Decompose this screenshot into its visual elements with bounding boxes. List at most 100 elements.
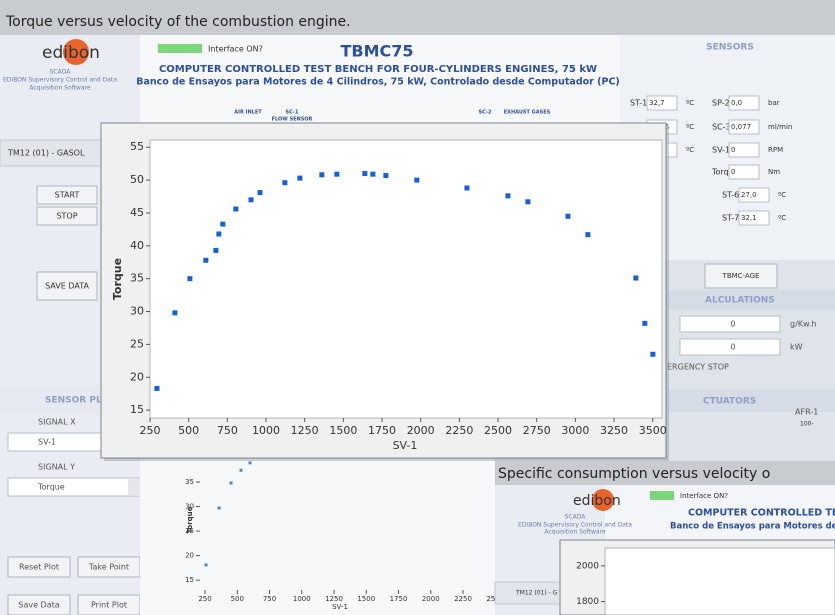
calc-box (679, 315, 781, 333)
x-tick-label: 3500 (639, 424, 667, 437)
calc-value: 0 (730, 320, 735, 329)
y-axis-label: Torque (111, 258, 124, 300)
sensor-unit: Nm (768, 168, 780, 176)
logo-circle (63, 39, 89, 65)
point (217, 506, 221, 510)
x-tick-label: 2000 (407, 424, 435, 437)
point (204, 563, 208, 567)
start-button[interactable] (36, 185, 98, 205)
signal-x-label: SIGNAL X (38, 418, 76, 427)
caption: Specific consumption versus velocity o (498, 466, 770, 482)
point (334, 171, 340, 177)
point (414, 177, 420, 183)
point (239, 468, 243, 472)
app-title: COMPUTER CONTROLLED TEST BENCH FOR FOUR-… (159, 64, 597, 75)
point (248, 461, 252, 465)
save-button[interactable] (36, 271, 98, 301)
point (383, 172, 389, 178)
calc-header (667, 290, 835, 310)
emergency-stop: ERGENCY STOP (667, 363, 729, 372)
point (362, 171, 368, 177)
diagram-label: SC-2 (479, 110, 492, 116)
button-label: Print Plot (91, 601, 127, 610)
x-tick-label: 1750 (390, 595, 408, 603)
point (505, 193, 511, 199)
x-tick-label: 1000 (293, 595, 311, 603)
y-tick-label: 30 (185, 503, 194, 511)
button-label: Save Data (18, 601, 59, 610)
x-tick-label: 500 (178, 424, 199, 437)
sensor-unit: ºC (778, 191, 786, 199)
x-tick-label: 750 (217, 424, 238, 437)
y-tick-label: 15 (130, 403, 144, 416)
x-tick-label: 2500 (484, 424, 512, 437)
app-subtitle: Banco de Ensayos para Motores de 4 Cilin… (136, 77, 620, 88)
model: TBMC75 (340, 42, 413, 61)
sensor-value: 32,7 (649, 99, 665, 107)
sensor-name: SV-1 (712, 146, 730, 155)
calc-box (679, 338, 781, 356)
x-tick-label: 3250 (600, 424, 628, 437)
x-axis-label: SV-1 (332, 603, 348, 611)
clip-chart: 1800 2000 (576, 561, 605, 607)
x-tick-label: 2000 (422, 595, 440, 603)
sensor-unit: ºC (686, 99, 694, 107)
point (282, 180, 288, 186)
point (233, 206, 239, 212)
calc-value: 0 (730, 343, 735, 352)
sensor-name: ST-7 (722, 214, 739, 223)
y-tick-label: 50 (130, 173, 144, 186)
sensor-value: 27,0 (741, 191, 757, 199)
interface-label: Interface ON? (208, 45, 263, 54)
y-tick-label: 1800 (576, 597, 599, 607)
sensor-name: Torque (711, 168, 739, 177)
sensor-unit: bar (768, 99, 780, 107)
x-tick-label: 250 (198, 595, 211, 603)
logo: edibon (42, 43, 100, 63)
point (203, 257, 209, 263)
point (585, 232, 591, 238)
age-button[interactable] (704, 263, 778, 289)
mini-plot-panel (140, 458, 495, 615)
calc-unit: g/Kw.h (790, 320, 816, 329)
y-tick-label: 30 (130, 305, 144, 318)
stop-button[interactable] (36, 206, 98, 226)
diagram-label: AIR INLET (234, 110, 262, 116)
plot-area (149, 139, 663, 419)
sensor-box (728, 119, 760, 135)
sensor-unit: RPM (768, 146, 783, 154)
point (525, 199, 531, 205)
point (187, 276, 193, 282)
dropdown-arrow[interactable] (128, 479, 141, 495)
sensor-value: 0 (731, 168, 735, 176)
caption-bar (0, 0, 835, 35)
button-label: Reset Plot (19, 563, 59, 572)
point (464, 185, 470, 191)
savedata-button[interactable] (7, 594, 71, 615)
reset-button[interactable] (7, 556, 71, 578)
sensor-value: 0,0 (731, 99, 742, 107)
signal-x-value: SV-1 (38, 438, 56, 447)
point (229, 481, 233, 485)
y-tick-label: 55 (130, 140, 144, 153)
sensor-box (646, 95, 678, 111)
point (650, 351, 656, 357)
actuators-title: CTUATORS (703, 397, 756, 407)
calc-unit: kW (790, 343, 803, 352)
scada: SCADA (50, 69, 72, 76)
scada: SCADA (565, 514, 587, 521)
signal-y-select[interactable] (7, 477, 143, 497)
y-tick-label: 45 (130, 206, 144, 219)
point (642, 320, 648, 326)
interface-led (650, 491, 674, 500)
plot-area (604, 547, 835, 615)
diagram-label: EXHAUST GASES (504, 110, 551, 116)
point (213, 247, 219, 253)
x-axis-label: SV-1 (393, 439, 418, 452)
sensor-value: 32,1 (741, 214, 757, 222)
point (370, 171, 376, 177)
point (633, 275, 639, 281)
point (248, 197, 254, 203)
y-tick-label: 40 (130, 239, 144, 252)
